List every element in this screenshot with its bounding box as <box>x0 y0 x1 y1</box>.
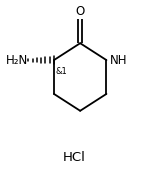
Text: HCl: HCl <box>63 151 86 164</box>
Text: O: O <box>76 4 85 17</box>
Text: H₂N: H₂N <box>6 54 28 67</box>
Text: NH: NH <box>109 54 127 67</box>
Text: &1: &1 <box>56 67 67 76</box>
